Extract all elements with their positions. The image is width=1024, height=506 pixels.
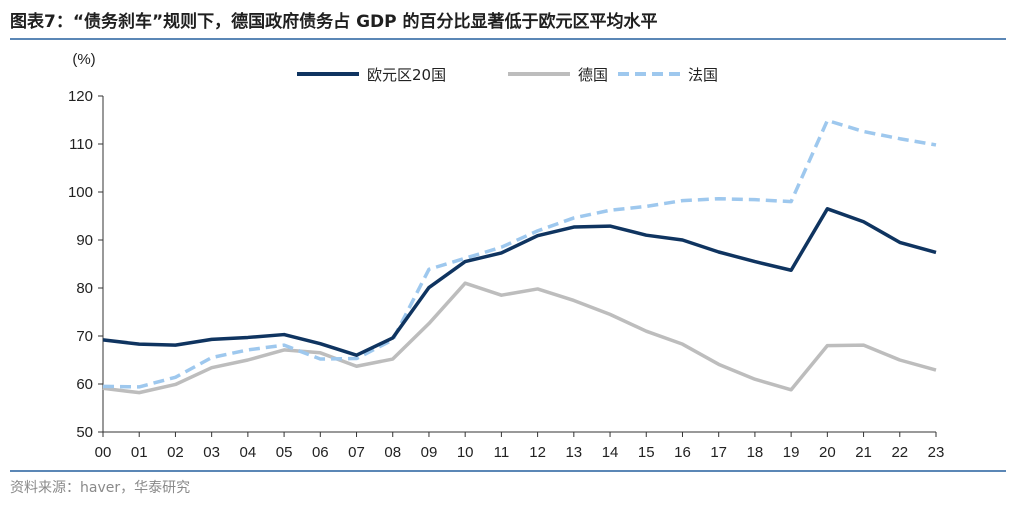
x-tick-label: 19 xyxy=(783,444,800,461)
x-tick-label: 18 xyxy=(747,444,764,461)
x-tick-label: 03 xyxy=(203,444,220,461)
axes: 50 60 70 80 90 100 110 120 00 01 02 03 04 05 06 07 08 09 1… xyxy=(68,88,944,461)
x-tick-label: 00 xyxy=(95,444,112,461)
x-tick-label: 13 xyxy=(565,444,582,461)
x-tick-label: 21 xyxy=(855,444,872,461)
x-tick-label: 07 xyxy=(348,444,365,461)
source-note: 资料来源：haver，华泰研究 xyxy=(10,480,191,496)
legend-label-1: 德国 xyxy=(578,66,608,84)
x-tick-label: 02 xyxy=(167,444,184,461)
x-tick-label: 12 xyxy=(529,444,546,461)
x-tick-label: 15 xyxy=(638,444,655,461)
x-tick-label: 22 xyxy=(891,444,908,461)
x-tick-label: 11 xyxy=(494,444,510,461)
bottom-divider xyxy=(10,470,1006,472)
y-tick-label: 80 xyxy=(76,280,93,297)
x-tick-label: 01 xyxy=(131,444,148,461)
x-tick-label: 09 xyxy=(421,444,438,461)
x-tick-label: 14 xyxy=(602,444,619,461)
series-line-2 xyxy=(102,118,937,389)
x-tick-label: 06 xyxy=(312,444,329,461)
legend: 欧元区20国 德国 法国 xyxy=(297,66,718,84)
y-tick-label: 120 xyxy=(68,88,93,105)
y-tick-label: 60 xyxy=(76,376,93,393)
x-tick-label: 20 xyxy=(819,444,836,461)
series-group xyxy=(102,118,937,395)
series-line-1 xyxy=(102,281,937,395)
y-tick-label: 70 xyxy=(76,328,93,345)
y-axis-unit-label: (%) xyxy=(72,51,95,68)
legend-label-2: 法国 xyxy=(688,66,718,84)
x-tick-label: 10 xyxy=(457,444,474,461)
x-tick-label: 16 xyxy=(674,444,691,461)
x-tick-label: 08 xyxy=(384,444,401,461)
x-tick-label: 17 xyxy=(710,444,727,461)
chart-title: 图表7：“债务刹车”规则下，德国政府债务占 GDP 的百分比显著低于欧元区平均水… xyxy=(10,12,658,32)
series-line-0 xyxy=(102,207,937,357)
x-tick-label: 05 xyxy=(276,444,293,461)
y-tick-label: 50 xyxy=(76,424,93,441)
y-tick-label: 100 xyxy=(68,184,93,201)
x-tick-label: 04 xyxy=(240,444,257,461)
y-tick-label: 90 xyxy=(76,232,93,249)
legend-label-0: 欧元区20国 xyxy=(367,66,446,84)
line-chart: (%) 欧元区20国 德国 法国 50 60 70 80 90 100 110 120 00 01 02… xyxy=(68,51,944,461)
top-divider xyxy=(10,38,1006,40)
x-tick-label: 23 xyxy=(928,444,945,461)
y-tick-label: 110 xyxy=(69,136,93,153)
